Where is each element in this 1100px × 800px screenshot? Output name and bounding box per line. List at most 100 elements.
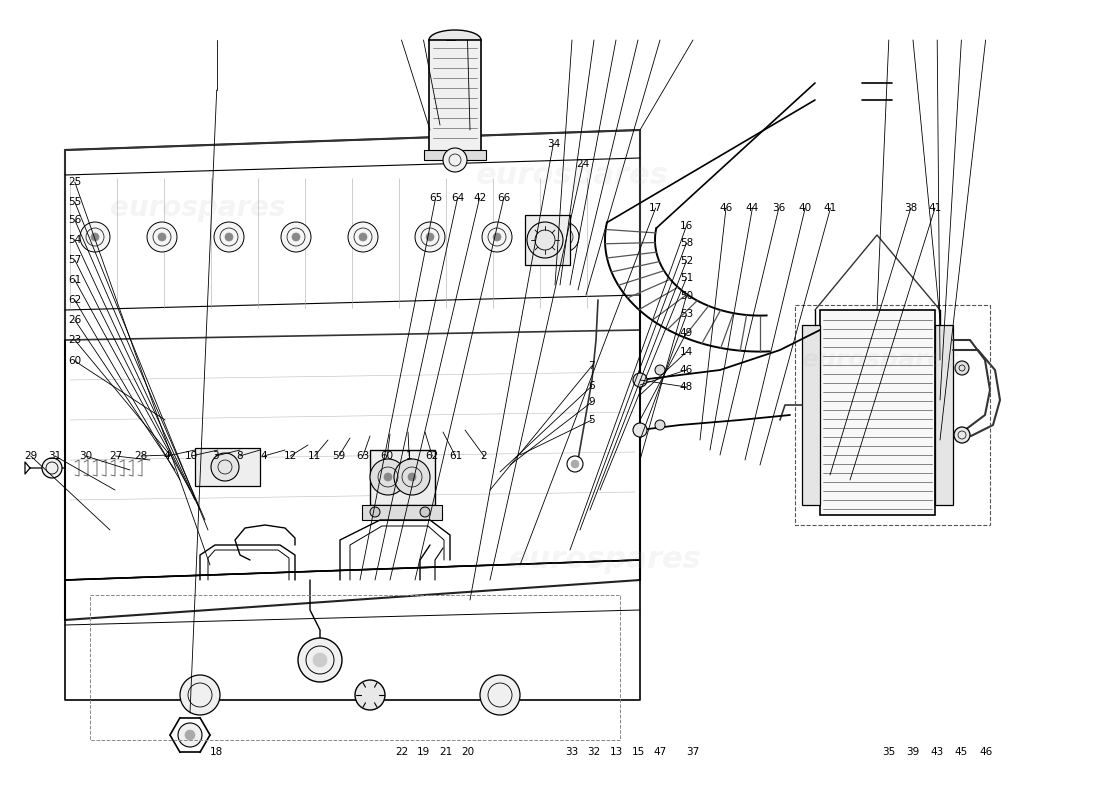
Text: 46: 46	[719, 203, 733, 213]
Bar	[424, 150, 486, 160]
Text: 40: 40	[799, 203, 812, 213]
Circle shape	[420, 507, 430, 517]
Text: eurospares: eurospares	[475, 162, 669, 190]
Text: 16: 16	[680, 221, 693, 230]
Circle shape	[394, 459, 430, 495]
Text: 12: 12	[284, 451, 297, 461]
Circle shape	[632, 373, 647, 387]
Circle shape	[211, 453, 239, 481]
Bar	[195, 448, 260, 486]
Circle shape	[147, 222, 177, 252]
Text: 54: 54	[68, 235, 81, 245]
Bar	[820, 310, 935, 515]
Circle shape	[280, 222, 311, 252]
Text: 23: 23	[68, 335, 81, 345]
Text: 66: 66	[497, 194, 510, 203]
Text: 37: 37	[686, 747, 700, 757]
Circle shape	[355, 680, 385, 710]
Text: 52: 52	[680, 256, 693, 266]
Text: 30: 30	[79, 451, 92, 461]
Bar	[525, 215, 570, 265]
Bar	[370, 450, 434, 505]
Text: 18: 18	[210, 747, 223, 757]
Circle shape	[178, 723, 202, 747]
Circle shape	[549, 222, 579, 252]
Text: 57: 57	[68, 255, 81, 265]
Circle shape	[226, 233, 233, 241]
Text: 14: 14	[680, 347, 693, 357]
Text: 42: 42	[473, 194, 486, 203]
Text: 62: 62	[426, 451, 439, 461]
Text: 35: 35	[882, 747, 895, 757]
Circle shape	[42, 458, 62, 478]
Text: 22: 22	[395, 747, 408, 757]
Text: 41: 41	[824, 203, 837, 213]
Text: 61: 61	[449, 451, 462, 461]
Text: 62: 62	[68, 295, 81, 305]
Text: 6: 6	[588, 381, 595, 390]
Circle shape	[415, 222, 446, 252]
Text: 51: 51	[680, 273, 693, 282]
Circle shape	[566, 456, 583, 472]
Text: 39: 39	[906, 747, 920, 757]
Text: 61: 61	[68, 275, 81, 285]
Circle shape	[314, 653, 327, 667]
Text: 15: 15	[631, 747, 645, 757]
Circle shape	[527, 222, 563, 258]
Text: 49: 49	[680, 328, 693, 338]
Text: 60: 60	[68, 356, 81, 366]
Text: 59: 59	[332, 451, 345, 461]
Circle shape	[632, 423, 647, 437]
Text: 7: 7	[588, 361, 595, 370]
Ellipse shape	[429, 30, 481, 50]
Text: eurospares: eurospares	[110, 194, 286, 222]
Text: 45: 45	[955, 747, 968, 757]
Text: 47: 47	[653, 747, 667, 757]
Text: 24: 24	[576, 159, 590, 169]
Text: 28: 28	[134, 451, 147, 461]
Text: 63: 63	[356, 451, 370, 461]
Text: 5: 5	[588, 415, 595, 425]
Bar	[90, 595, 620, 740]
Bar	[362, 505, 442, 520]
Circle shape	[370, 507, 379, 517]
Text: 4: 4	[164, 451, 170, 461]
Text: 27: 27	[109, 451, 122, 461]
Text: 4: 4	[261, 451, 267, 461]
Text: 17: 17	[649, 203, 662, 213]
Text: 58: 58	[680, 238, 693, 248]
Text: 2: 2	[481, 451, 487, 461]
Text: 34: 34	[547, 139, 560, 149]
Text: 36: 36	[772, 203, 785, 213]
Text: 11: 11	[308, 451, 321, 461]
Text: 50: 50	[680, 291, 693, 301]
Text: 32: 32	[587, 747, 601, 757]
Text: 55: 55	[68, 197, 81, 206]
Circle shape	[348, 222, 378, 252]
Text: 3: 3	[212, 451, 219, 461]
Circle shape	[443, 148, 468, 172]
Circle shape	[80, 222, 110, 252]
Bar	[429, 40, 481, 155]
Circle shape	[298, 638, 342, 682]
Circle shape	[180, 675, 220, 715]
Text: 33: 33	[565, 747, 579, 757]
Circle shape	[214, 222, 244, 252]
Circle shape	[426, 233, 434, 241]
Text: 38: 38	[904, 203, 917, 213]
Circle shape	[954, 427, 970, 443]
Text: 29: 29	[24, 451, 37, 461]
Text: 20: 20	[461, 747, 474, 757]
Text: 46: 46	[979, 747, 992, 757]
Text: 48: 48	[680, 382, 693, 392]
Circle shape	[493, 233, 500, 241]
Text: 13: 13	[609, 747, 623, 757]
Circle shape	[955, 361, 969, 375]
Text: 26: 26	[68, 315, 81, 325]
Circle shape	[359, 233, 367, 241]
Text: eurospares: eurospares	[508, 546, 702, 574]
Circle shape	[654, 365, 666, 375]
Circle shape	[482, 222, 512, 252]
Bar	[795, 305, 990, 525]
Text: 21: 21	[439, 747, 452, 757]
